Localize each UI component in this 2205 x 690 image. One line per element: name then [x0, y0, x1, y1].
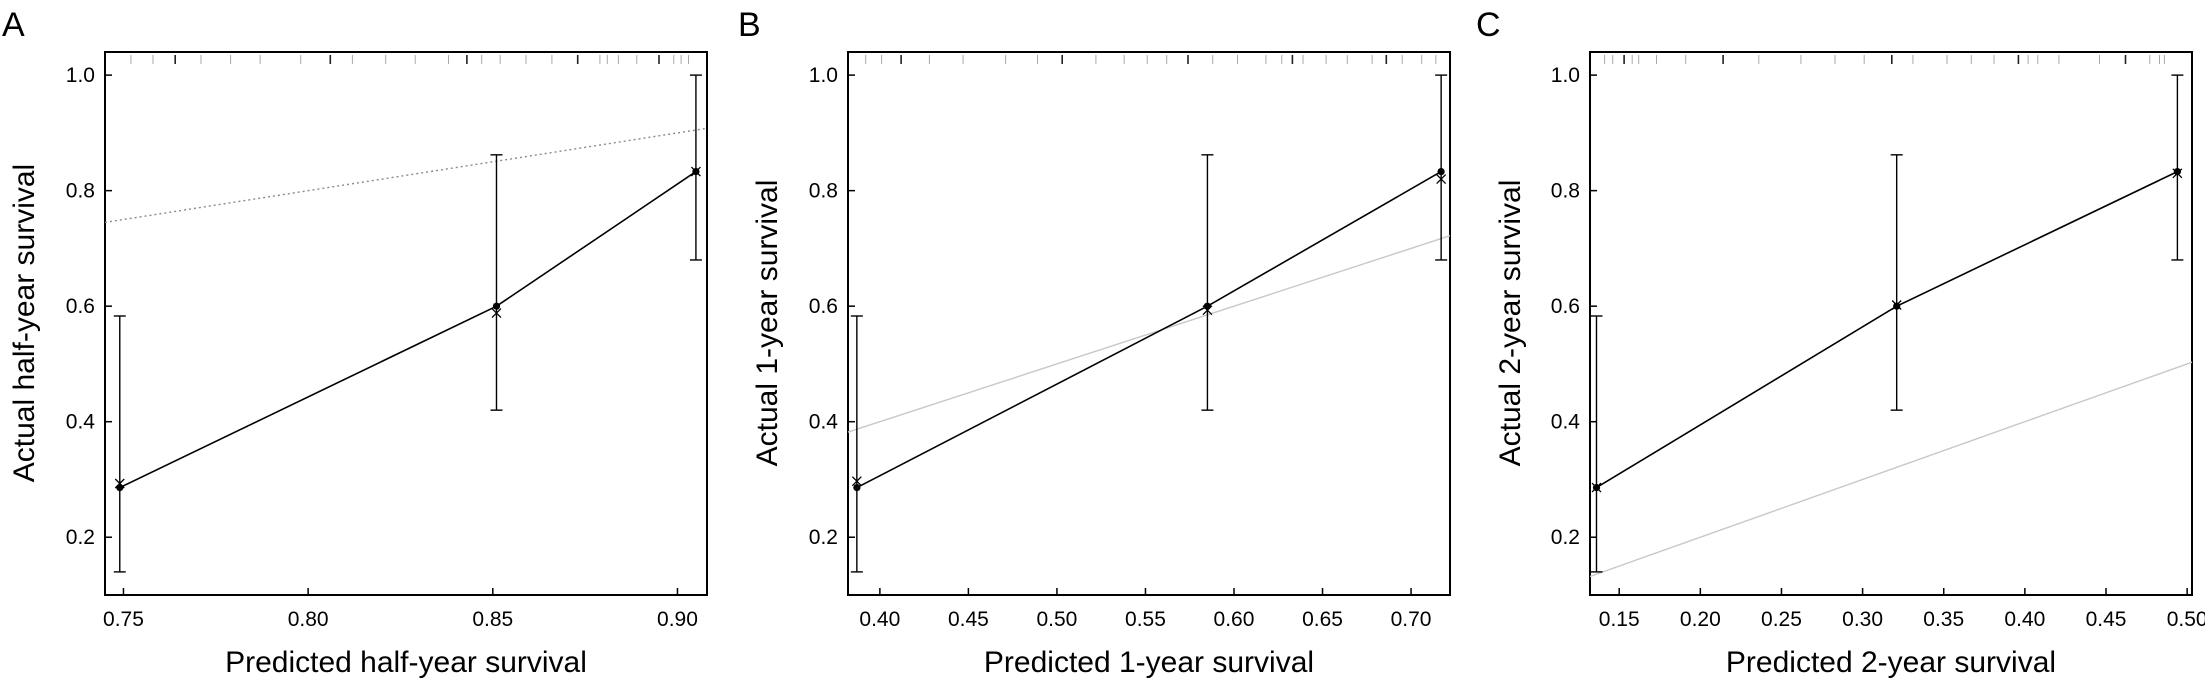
panel-c-y-tick-label: 1.0	[1551, 64, 1580, 87]
panel-a-y-axis: 0.2 0.4 0.6 0.8 1.0	[66, 64, 112, 549]
panel-c-error-bars	[1590, 74, 2184, 573]
panel-b-bias-corrected-point	[1202, 305, 1213, 316]
panel-c-y-tick-label: 0.8	[1551, 180, 1580, 203]
panel-c-y-tick-label: 0.6	[1551, 295, 1580, 318]
panel-c-x-tick-label: 0.35	[1923, 608, 1964, 631]
panel-a-error-bars	[113, 74, 702, 573]
panel-b-rug	[865, 55, 1437, 64]
panel-a-observed-point	[116, 484, 124, 492]
panel-c: C 0.15 0.20 0.25 0.30 0.35 0.40 0.45 0.50 0.20.…	[1476, 6, 2205, 679]
panel-a-x-tick-label: 0.85	[472, 608, 513, 631]
panel-a-observed-line	[119, 170, 697, 489]
panel-b-ideal-line-path	[847, 235, 1451, 433]
panel-a-x-tick-label: 0.90	[657, 608, 698, 631]
panel-b-x-tick-label: 0.60	[1214, 608, 1255, 631]
panel-b-letter: B	[738, 6, 761, 44]
panel-b-observed-point	[1437, 168, 1445, 176]
panel-c-letter: C	[1476, 6, 1501, 44]
panel-c-observed-point	[2173, 168, 2181, 176]
panel-c-bias-corrected-point	[2172, 168, 2183, 179]
panel-c-x-tick-label: 0.50	[2167, 608, 2205, 631]
panel-a-y-tick-label: 0.4	[66, 411, 96, 434]
panel-b-x-tick-label: 0.50	[1036, 608, 1077, 631]
panel-a-points	[114, 166, 701, 492]
panel-b-error-bars	[850, 74, 1448, 573]
panel-b-x-tick-label: 0.45	[948, 608, 989, 631]
panel-c-ideal-line	[1589, 361, 2193, 578]
panel-b: B 0.40 0.45 0.50 0.55 0.60 0.65 0.70 0.2 0.4 0.6…	[738, 6, 1451, 679]
panel-b-bias-corrected-point	[1436, 174, 1447, 185]
panel-c-x-tick-label: 0.25	[1761, 608, 1802, 631]
panel-c-x-axis-label: Predicted 2-year survival	[1726, 646, 2056, 679]
panel-b-y-axis: 0.2 0.4 0.6 0.8 1.0	[809, 64, 855, 549]
panel-c-x-tick-label: 0.15	[1599, 608, 1640, 631]
panel-c-x-axis: 0.15 0.20 0.25 0.30 0.35 0.40 0.45 0.50	[1599, 588, 2205, 631]
panel-c-ideal-line-path	[1589, 361, 2193, 578]
panel-a-x-tick-label: 0.75	[103, 608, 144, 631]
panel-b-points	[851, 168, 1447, 492]
panel-a-x-axis-label: Predicted half-year survival	[225, 646, 587, 679]
panel-c-observed-line	[1596, 170, 2178, 489]
panel-a: A 0.75 0.80 0.85 0.90 0.2 0.4 0.6 0.8 1.0 Predi…	[2, 6, 708, 679]
panel-c-y-tick-label: 0.4	[1551, 411, 1581, 434]
panel-a-plot-frame	[104, 51, 708, 596]
panel-a-observed-series	[119, 170, 697, 489]
panel-a-y-tick-label: 1.0	[66, 64, 95, 87]
panel-c-points	[1591, 168, 2183, 493]
panel-a-ideal-line	[104, 127, 708, 224]
panel-b-y-tick-label: 0.4	[809, 411, 839, 434]
panel-b-bias-corrected-point	[851, 476, 862, 487]
panel-b-x-tick-label: 0.70	[1391, 608, 1432, 631]
panel-a-observed-point	[492, 302, 501, 310]
panel-c-x-tick-label: 0.20	[1680, 608, 1721, 631]
panel-a-y-axis-label: Actual half-year survival	[8, 164, 41, 482]
panel-c-x-tick-label: 0.30	[1842, 608, 1883, 631]
panel-a-x-axis: 0.75 0.80 0.85 0.90	[103, 588, 698, 631]
panel-c-observed-point	[1893, 302, 1901, 310]
panel-b-observed-line	[856, 170, 1442, 489]
panel-b-observed-point	[853, 484, 861, 492]
panel-b-x-tick-label: 0.55	[1125, 608, 1166, 631]
panel-a-bias-corrected-point	[690, 166, 701, 177]
panel-a-rug	[130, 55, 689, 64]
panel-a-letter: A	[2, 6, 25, 44]
panel-a-y-tick-label: 0.8	[66, 180, 95, 203]
panel-a-y-tick-label: 0.2	[66, 526, 95, 549]
panel-c-bias-corrected-point	[1891, 300, 1902, 310]
panel-c-observed-series	[1596, 170, 2178, 489]
panel-b-y-tick-label: 0.8	[809, 180, 838, 203]
panel-c-y-tick-label: 0.2	[1551, 526, 1580, 549]
panel-c-plot-frame	[1589, 51, 2193, 596]
panel-c-rug	[1604, 55, 2165, 64]
panel-b-ideal-line	[847, 235, 1451, 433]
panel-c-x-tick-label: 0.45	[2086, 608, 2127, 631]
panel-a-ideal-line-path	[104, 127, 708, 224]
panel-c-x-tick-label: 0.40	[2004, 608, 2045, 631]
panel-b-y-axis-label: Actual 1-year survival	[751, 180, 784, 467]
panel-b-observed-point	[1203, 302, 1211, 310]
panel-c-y-axis: 0.2 0.4 0.6 0.8 1.0	[1551, 64, 1597, 549]
panel-a-y-tick-label: 0.6	[66, 295, 95, 318]
panel-a-bias-corrected-point	[114, 478, 125, 489]
panel-b-y-tick-label: 1.0	[809, 64, 838, 87]
panel-b-x-tick-label: 0.40	[859, 608, 900, 631]
panel-b-y-tick-label: 0.2	[809, 526, 838, 549]
panel-b-x-axis-label: Predicted 1-year survival	[984, 646, 1314, 679]
panel-c-y-axis-label: Actual 2-year survival	[1494, 180, 1527, 467]
panel-b-observed-series	[856, 170, 1442, 489]
panel-b-plot-frame	[847, 51, 1451, 596]
panel-a-bias-corrected-point	[491, 308, 502, 319]
panel-c-bias-corrected-point	[1591, 482, 1602, 493]
panel-b-x-tick-label: 0.65	[1302, 608, 1343, 631]
panel-b-x-axis: 0.40 0.45 0.50 0.55 0.60 0.65 0.70	[859, 588, 1431, 631]
panel-a-x-tick-label: 0.80	[288, 608, 329, 631]
panel-b-y-tick-label: 0.6	[809, 295, 838, 318]
